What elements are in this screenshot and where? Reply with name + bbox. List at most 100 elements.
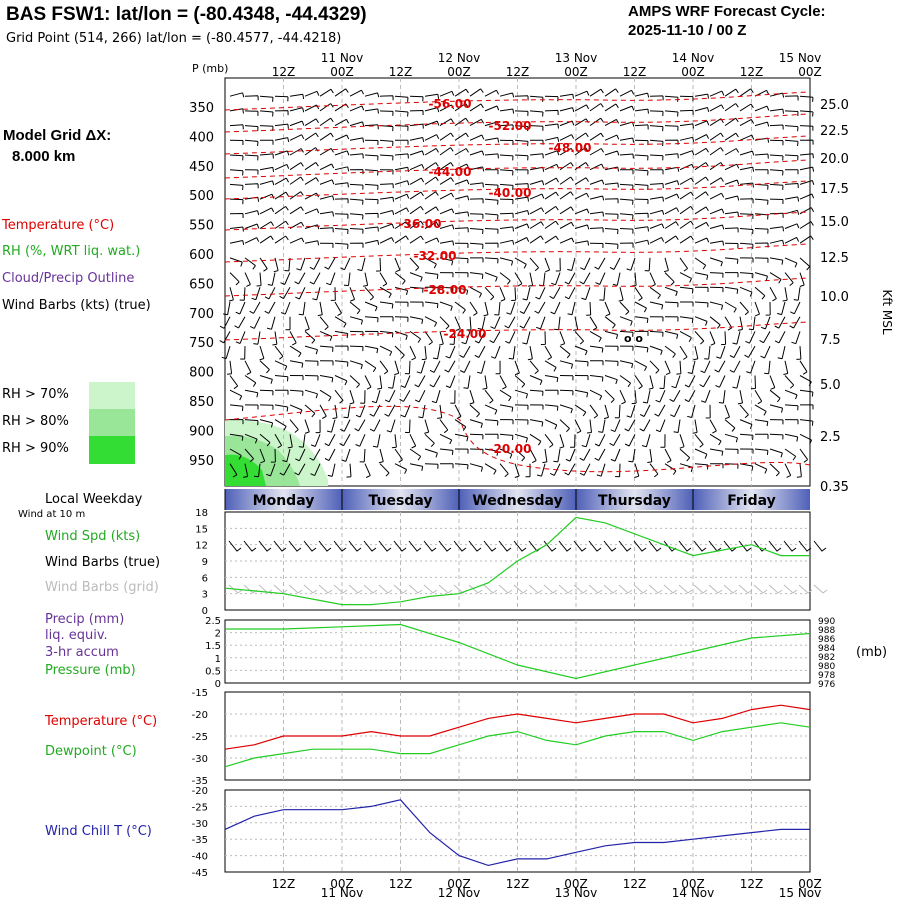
wind-barb xyxy=(739,166,755,172)
wind-barb xyxy=(243,463,249,478)
surface-wind-barb xyxy=(363,540,377,552)
grid-wind-barb xyxy=(603,584,618,594)
wind-barb xyxy=(485,433,499,439)
wind-barb xyxy=(679,345,688,360)
wind-barb xyxy=(739,88,754,97)
wind-barb xyxy=(454,301,466,314)
wind-barb xyxy=(559,345,571,359)
wind-barb xyxy=(394,316,409,322)
wind-barb xyxy=(229,433,244,441)
wind-barb xyxy=(484,448,499,456)
wind-barb xyxy=(260,139,274,145)
surface-wind-barb xyxy=(513,540,527,552)
wind-barb xyxy=(343,404,351,419)
surface-wind-barb xyxy=(693,540,707,552)
wind-barb xyxy=(439,90,455,97)
wind-barb xyxy=(784,375,795,389)
wind-barb xyxy=(567,301,576,316)
wind-barb xyxy=(724,419,736,432)
wind-barb xyxy=(796,463,802,478)
wind-barb xyxy=(755,433,769,439)
wind-barb xyxy=(364,360,377,373)
wind-barb xyxy=(619,137,635,143)
wind-barb xyxy=(574,360,589,367)
wind-barb xyxy=(544,235,559,244)
wind-barb xyxy=(619,153,634,159)
wind-barb xyxy=(679,123,694,129)
pressure-tick-label: 990 xyxy=(818,617,835,627)
wind-barb xyxy=(724,433,738,443)
temp-tick-label: -20 xyxy=(192,710,208,721)
pressure-axis-title: P (mb) xyxy=(192,62,228,75)
wind-barb xyxy=(484,389,494,404)
wind-barb xyxy=(529,360,539,375)
wind-barb xyxy=(484,463,497,475)
wind-barb xyxy=(240,346,246,360)
wind-barb xyxy=(450,390,456,404)
wind-barb xyxy=(499,404,514,412)
wind-barb xyxy=(574,331,584,345)
wind-barb xyxy=(680,301,694,307)
wind-barb xyxy=(469,198,484,204)
wind-barb xyxy=(244,183,259,189)
wind-barb xyxy=(624,419,636,432)
wind-barb xyxy=(469,150,485,156)
wind-barb xyxy=(319,242,334,248)
wind-barb xyxy=(274,123,289,129)
wind-barb xyxy=(648,375,654,390)
wind-barb xyxy=(529,375,543,385)
wind-barb xyxy=(765,301,771,316)
surface-wind-barb xyxy=(798,540,812,552)
wind-barb xyxy=(799,433,813,445)
wind-barb xyxy=(377,375,383,390)
wind-barb xyxy=(604,345,619,351)
wind-barb xyxy=(649,154,664,161)
wind-barb xyxy=(784,110,799,117)
wind-barb xyxy=(469,448,484,454)
wind-barb xyxy=(394,345,405,359)
wind-barb xyxy=(504,316,516,329)
wind-barb xyxy=(364,345,379,354)
wind-barb xyxy=(349,345,364,352)
wind-barb xyxy=(499,239,515,245)
temperature-label: Temperature (°C) xyxy=(45,714,158,729)
pressure-tick-label: 750 xyxy=(189,336,214,351)
wind-barb xyxy=(424,120,440,127)
wind-barb xyxy=(251,287,261,301)
rh90-region xyxy=(225,454,266,486)
grid-wind-barb xyxy=(708,584,723,594)
wind-barb xyxy=(249,316,261,329)
wind-barb xyxy=(604,150,620,156)
wind-barb xyxy=(274,205,289,215)
wind-barb xyxy=(679,95,694,102)
wind-barb xyxy=(514,375,526,388)
precip-accum-label: 3-hr accum xyxy=(45,645,119,660)
station-name: BAS FSW1: xyxy=(6,4,111,25)
wind-barb xyxy=(739,134,755,141)
wind-barb xyxy=(244,433,258,444)
wind-barb xyxy=(253,331,261,345)
wind-barb xyxy=(739,118,755,127)
wind-barb xyxy=(724,286,739,294)
wind-barb xyxy=(574,224,590,230)
weekday-cell xyxy=(342,489,459,510)
wind-barb xyxy=(760,316,771,330)
wind-barb xyxy=(394,360,400,376)
surface-wind-barb xyxy=(288,540,302,552)
wind-barb xyxy=(259,345,265,361)
wind-barb xyxy=(574,208,590,215)
wind-barb xyxy=(634,375,643,390)
wind-barb xyxy=(421,346,427,361)
wind-barb xyxy=(769,154,784,161)
wind-barb xyxy=(589,103,604,112)
grid-wind-barb xyxy=(663,584,678,594)
wind-barb xyxy=(244,419,259,426)
wind-barb xyxy=(349,105,365,112)
wind-barb xyxy=(671,375,681,389)
wind-barb xyxy=(346,463,352,478)
wind-barb xyxy=(718,390,726,404)
wind-barb xyxy=(380,316,394,322)
wind-barb xyxy=(739,182,754,188)
wind-barb xyxy=(454,103,469,112)
precip-tick-label: 1 xyxy=(215,654,221,665)
